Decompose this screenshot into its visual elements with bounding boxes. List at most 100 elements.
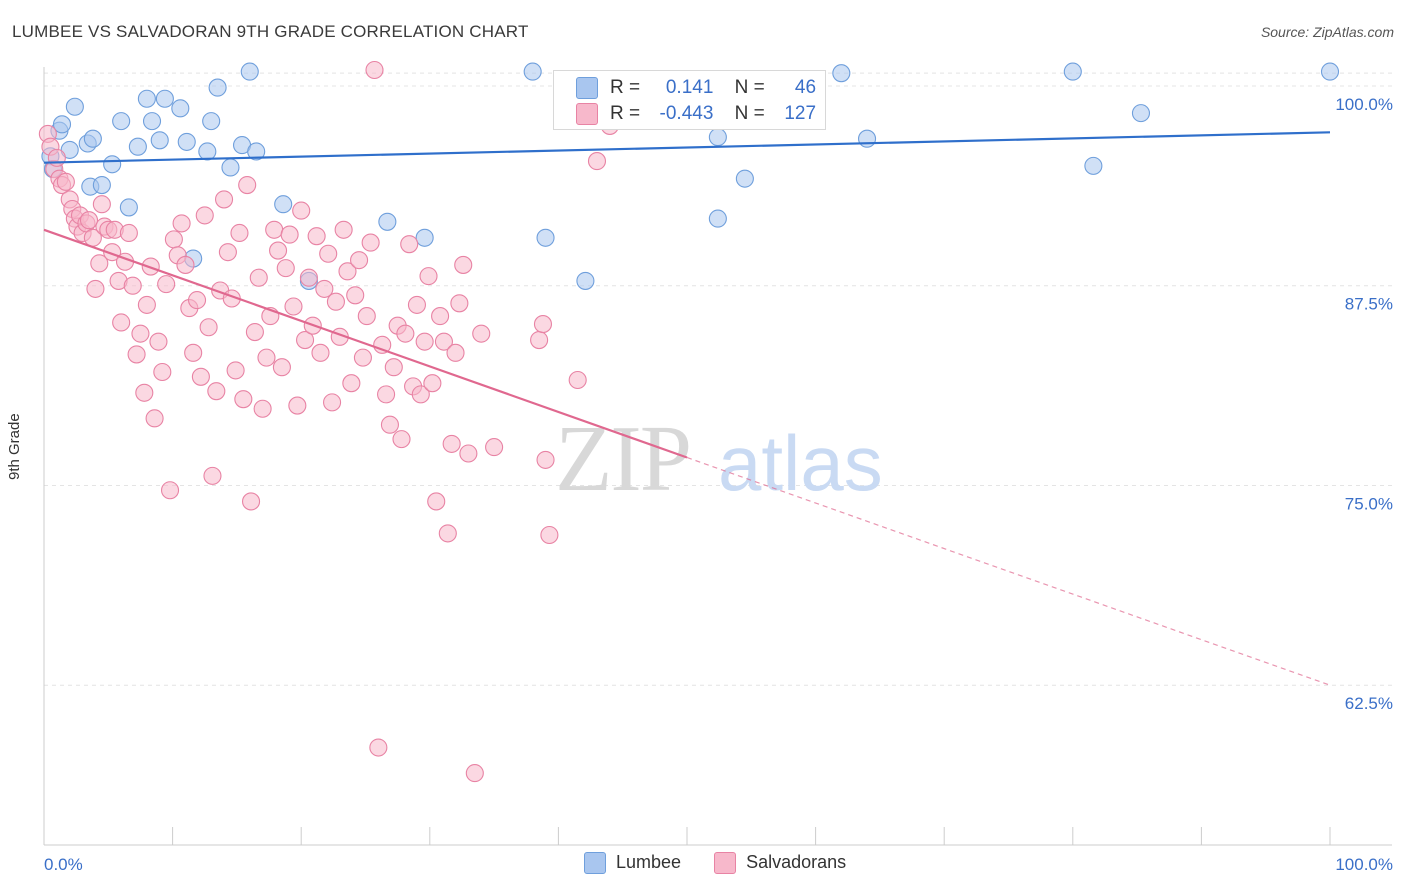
salvadorans-point <box>265 220 284 239</box>
salvadorans-point <box>226 361 245 380</box>
lumbee-point <box>1063 62 1082 81</box>
salvadorans-point <box>472 324 491 343</box>
salvadorans-point <box>137 295 156 314</box>
y-axis-label: 9th Grade <box>6 413 23 480</box>
salvadorans-point <box>338 262 357 281</box>
legend-n-value: 127 <box>784 103 817 125</box>
salvadorans-point <box>214 190 234 209</box>
salvadorans-trend-extension <box>686 456 1331 686</box>
axes <box>43 67 1392 846</box>
salvadorans-point <box>315 279 334 298</box>
legend-r-value: 0.141 <box>665 77 714 99</box>
lumbee-point <box>221 158 240 177</box>
salvadorans-point <box>311 343 330 362</box>
lumbee-point <box>523 62 542 81</box>
salvadorans-point <box>323 393 342 412</box>
data-points <box>38 60 1340 783</box>
salvadorans-point <box>269 241 288 260</box>
legend-swatch-salvadorans <box>576 103 598 125</box>
salvadorans-point <box>172 214 191 233</box>
salvadorans-point <box>342 374 361 393</box>
salvadorans-point <box>195 206 214 225</box>
lumbee-point <box>103 155 122 174</box>
salvadorans-point <box>92 195 111 214</box>
lumbee-point <box>171 99 190 118</box>
legend-r-label: R = <box>610 77 641 99</box>
correlation-legend: R = 0.141 N = 46 R = -0.443 N = 127 <box>553 70 826 130</box>
salvadorans-point <box>280 225 299 244</box>
salvadorans-point <box>241 492 261 511</box>
salvadorans-point <box>431 307 450 326</box>
legend-r-value: -0.443 <box>659 103 714 125</box>
salvadorans-point <box>257 348 276 367</box>
salvadorans-point <box>423 374 442 393</box>
salvadorans-point <box>184 343 203 362</box>
salvadorans-point <box>442 434 461 453</box>
salvadorans-point <box>131 324 150 343</box>
lumbee-point <box>208 78 227 97</box>
lumbee-point <box>52 115 72 134</box>
salvadorans-point <box>234 390 253 409</box>
salvadorans-point <box>533 315 553 334</box>
salvadorans-point <box>238 175 257 195</box>
lumbee-point <box>119 198 138 217</box>
lumbee-point <box>378 212 397 231</box>
salvadorans-point <box>249 268 268 287</box>
salvadorans-point <box>292 201 311 220</box>
salvadorans-point <box>253 399 272 418</box>
salvadorans-point <box>353 348 372 367</box>
lumbee-point <box>155 89 174 108</box>
salvadorans-point <box>427 492 446 511</box>
salvadorans-point <box>245 323 264 342</box>
salvadorans-point <box>153 362 172 382</box>
lumbee-point <box>274 195 293 214</box>
legend-item-salvadorans: Salvadorans <box>714 852 847 875</box>
legend-n-label: N = <box>734 103 765 125</box>
salvadorans-point <box>135 383 154 402</box>
salvadorans-point <box>454 255 473 274</box>
salvadorans-point <box>411 385 430 404</box>
salvadorans-point <box>400 235 419 254</box>
salvadorans-point <box>199 318 218 337</box>
watermark-zip: ZIP <box>555 407 690 511</box>
lumbee-point <box>247 142 266 161</box>
salvadorans-point <box>276 259 295 278</box>
salvadorans-point <box>377 385 396 404</box>
legend-label-salvadorans: Salvadorans <box>746 852 847 873</box>
lumbee-point <box>202 112 221 131</box>
lumbee-point <box>142 112 162 131</box>
salvadorans-point <box>284 297 303 316</box>
salvadorans-point <box>123 276 142 295</box>
salvadorans-point <box>86 279 105 298</box>
legend-n-value: 46 <box>794 77 817 99</box>
legend-row-salvadorans: R = -0.443 N = 127 <box>576 103 816 125</box>
salvadorans-point <box>203 466 222 485</box>
source-credit: Source: ZipAtlas.com <box>1260 24 1394 40</box>
salvadorans-point <box>346 286 365 305</box>
salvadorans-point <box>288 396 307 415</box>
salvadorans-point <box>326 292 345 311</box>
watermark-atlas: atlas <box>718 419 883 507</box>
lumbee-point <box>832 64 851 83</box>
lumbee-swatch <box>584 852 606 875</box>
salvadorans-point <box>568 370 587 390</box>
lumbee-point <box>198 142 217 161</box>
lumbee-point <box>60 140 79 159</box>
salvadorans-point <box>485 438 504 457</box>
x-tick-label: 0.0% <box>44 855 83 874</box>
lumbee-point <box>576 271 595 290</box>
lumbee-point <box>536 228 555 247</box>
lumbee-point <box>128 137 147 156</box>
salvadorans-point <box>380 415 399 434</box>
salvadorans-point <box>160 481 180 500</box>
legend-n-label: N = <box>734 77 765 99</box>
salvadorans-trend-line <box>43 228 688 459</box>
legend-row-lumbee: R = 0.141 N = 46 <box>576 77 816 99</box>
salvadorans-point <box>334 220 353 239</box>
lumbee-point <box>857 129 877 148</box>
grid-lines <box>44 72 1392 686</box>
y-tick-label: 87.5% <box>1345 295 1393 314</box>
lumbee-point <box>1084 156 1103 175</box>
salvadorans-point <box>299 268 318 287</box>
